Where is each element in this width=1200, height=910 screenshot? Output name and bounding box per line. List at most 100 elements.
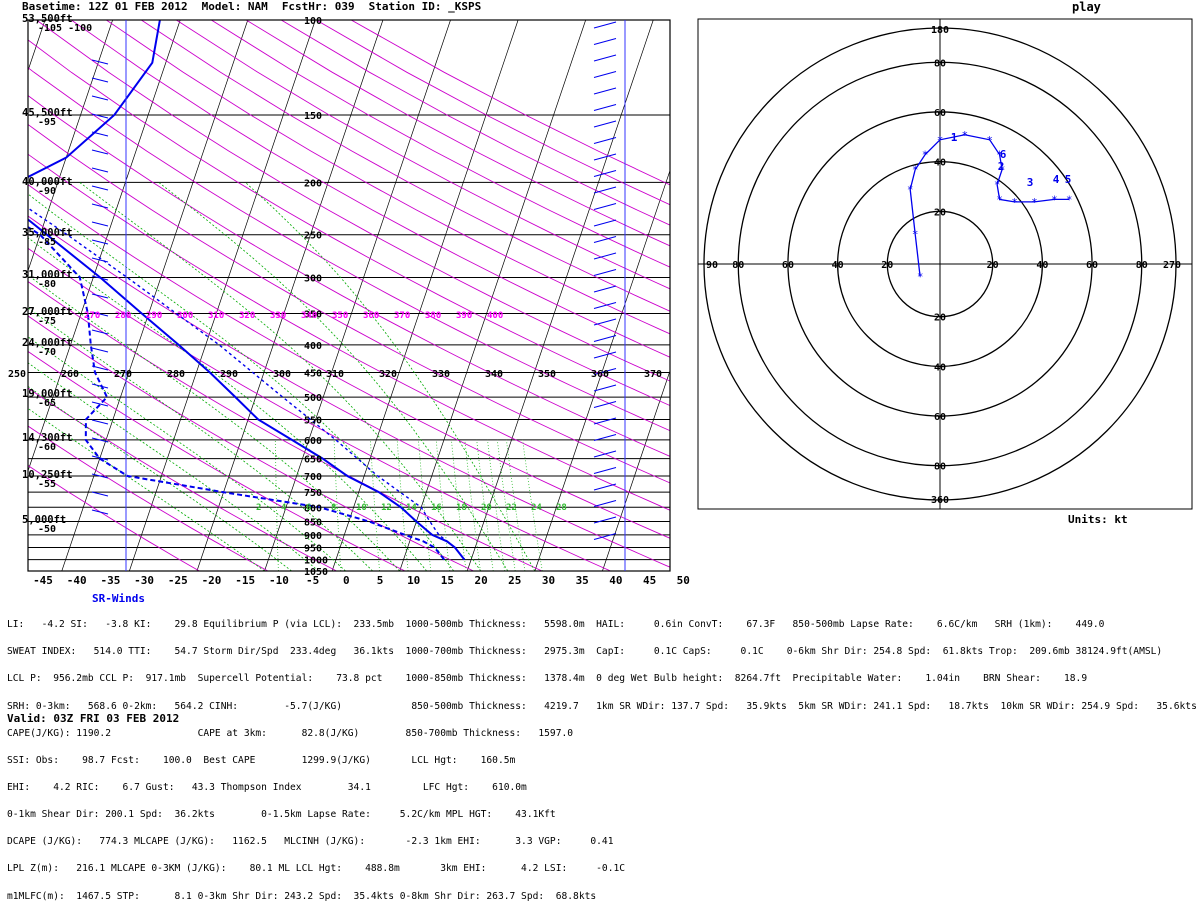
skewt-plot-area [28, 20, 670, 571]
hodograph-point: * [996, 149, 1003, 162]
hodograph-units: Units: kt [1068, 513, 1128, 526]
mixing-ratio-label: 24 [531, 503, 542, 513]
x-tick-label: -30 [134, 574, 154, 587]
hodograph-point: * [912, 228, 919, 241]
indices-row: SWEAT INDEX: 514.0 TTI: 54.7 Storm Dir/S… [7, 646, 1163, 658]
x-tick-label: 15 [441, 574, 454, 587]
theta-e-label: 300 [273, 369, 291, 380]
wind-barb [593, 21, 617, 29]
wind-barb [593, 252, 617, 260]
pressure-label: 600 [304, 436, 322, 447]
station-id: Station ID: _KSPS [368, 0, 482, 13]
parcel-trace [28, 207, 465, 561]
hodograph-point: * [999, 164, 1006, 177]
dry-adiabat-line [106, 20, 670, 335]
skewt-frame [27, 19, 671, 572]
indices-row: 0-1km Shear Dir: 200.1 Spd: 36.2kts 0-1.… [7, 809, 556, 821]
mixing-ratio-line [506, 439, 526, 571]
theta-e-label: 310 [326, 369, 344, 380]
wind-barb [593, 54, 617, 62]
hour-label: 2 [998, 160, 1005, 173]
x-tick-label: -10 [269, 574, 289, 587]
moist-adiabat-line [28, 336, 346, 571]
dry-adiabat-line [245, 20, 670, 247]
mixing-ratio-label: 14 [406, 503, 417, 513]
hodograph-dir-label: 360 [931, 495, 949, 506]
hodograph-point: * [937, 134, 944, 147]
indices-row: LCL P: 956.2mb CCL P: 917.1mb Supercell … [7, 673, 1088, 685]
pressure-label: 350 [304, 310, 322, 321]
dry-adiabat-line [176, 20, 670, 290]
theta-e-label: 270 [114, 369, 132, 380]
theta-e-label: 250 [8, 369, 26, 380]
temp-label: -60 [38, 442, 56, 453]
pressure-label: 550 [304, 415, 322, 426]
sr-wind-barb [91, 275, 109, 281]
hour-label: 6 [1000, 148, 1007, 161]
model: Model: NAM [201, 0, 268, 13]
ring-label: 40 [934, 158, 946, 169]
hodograph-point: * [907, 183, 914, 196]
wind-barb [593, 87, 617, 95]
hodograph-trace [909, 134, 1070, 277]
wind-barb [593, 351, 617, 359]
hodograph-dir-label: 270 [1163, 260, 1181, 271]
temp-label: -95 [38, 117, 56, 128]
x-tick-label: -5 [306, 574, 319, 587]
mixing-ratio-line [522, 439, 543, 571]
sr-wind-barb [91, 311, 109, 317]
isotherm-line [331, 20, 519, 571]
sr-wind-barb [91, 203, 109, 209]
ring-label: 20 [934, 207, 946, 218]
wind-barb [593, 318, 617, 326]
theta-e-label: 360 [591, 369, 609, 380]
mixing-ratio-label: 10 [356, 503, 367, 513]
moist-adiabat-line [28, 274, 400, 571]
x-tick-label: 20 [474, 574, 487, 587]
sr-wind-barb [91, 239, 109, 245]
pressure-label: 850 [304, 517, 322, 528]
hodograph-point: * [986, 134, 993, 147]
temp-label: -75 [38, 316, 56, 327]
theta-label: 330 [270, 311, 286, 321]
wind-barb [593, 450, 617, 458]
hodograph-point: * [1011, 196, 1018, 209]
height-label: 27,000ft [22, 306, 73, 318]
ring-label: 80 [934, 462, 946, 473]
sr-wind-barb [91, 257, 109, 263]
mixing-ratio-label: 2 [256, 503, 261, 513]
dry-adiabat-line [28, 387, 337, 571]
sr-wind-barb [91, 221, 109, 227]
hodograph-point: * [912, 164, 919, 177]
isotherm-line [196, 20, 384, 571]
dry-adiabat-line [28, 215, 670, 568]
indices-row: LI: -4.2 SI: -3.8 KI: 29.8 Equilibrium P… [7, 619, 1105, 631]
hodograph-point: * [1066, 193, 1073, 206]
sr-wind-barb [91, 131, 109, 137]
indices-panel: LI: -4.2 SI: -3.8 KI: 29.8 Equilibrium P… [7, 602, 1197, 910]
temp-label: -65 [38, 398, 56, 409]
dry-adiabat-line [28, 94, 670, 457]
ring-label: 60 [934, 412, 946, 423]
x-tick-label: -25 [168, 574, 188, 587]
temp-label: -80 [38, 279, 56, 290]
height-label: 10,250ft [22, 469, 73, 481]
dry-adiabat-line [28, 247, 611, 571]
mixing-ratio-line [464, 439, 481, 571]
dry-adiabat-line [211, 20, 670, 268]
x-tick-label: -45 [33, 574, 53, 587]
wind-barb [593, 219, 617, 227]
hour-label: 3 [1027, 176, 1034, 189]
mixing-ratio-label: 22 [506, 503, 517, 513]
sr-wind-barb [91, 383, 109, 389]
isotherm-line [28, 20, 113, 272]
hour-label: 5 [1065, 173, 1072, 186]
isotherm-line [602, 369, 670, 571]
theta-label: 340 [301, 311, 317, 321]
dry-adiabat-line [36, 20, 670, 382]
height-label: 14,300ft [22, 432, 73, 444]
sr-wind-barb [91, 347, 109, 353]
sr-wind-barb [91, 185, 109, 191]
isotherm-line [61, 20, 249, 571]
